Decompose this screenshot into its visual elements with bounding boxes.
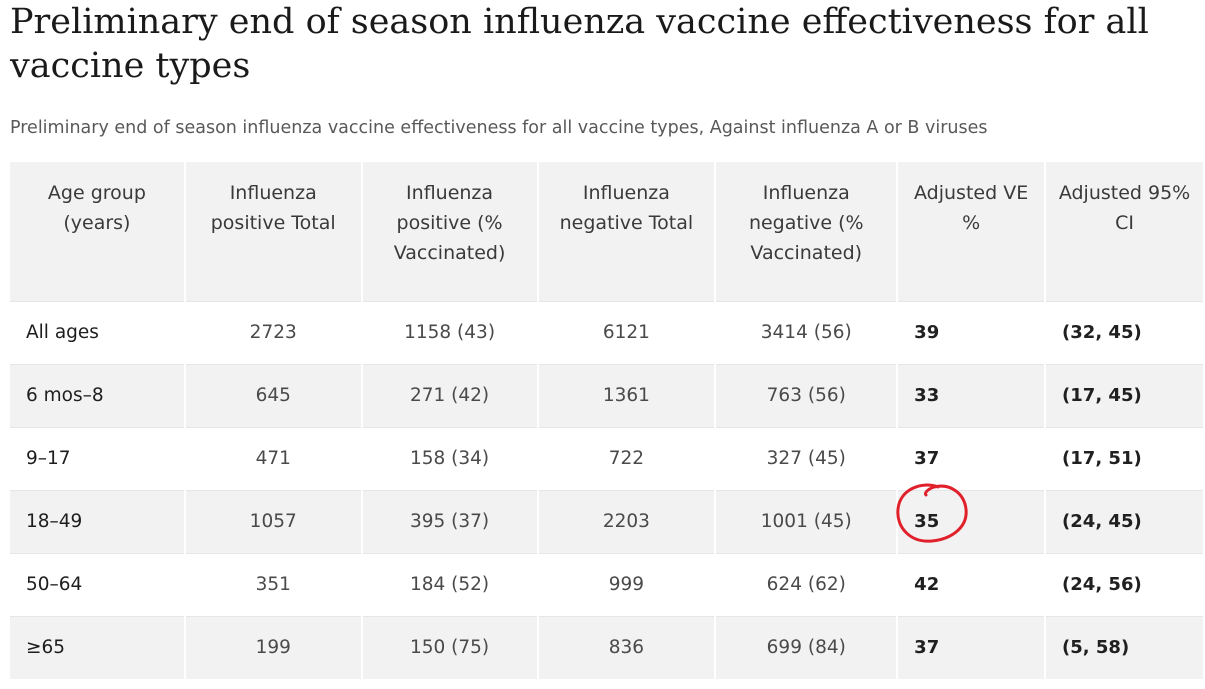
table-row: 18–49 1057 395 (37) 2203 1001 (45) 35 (2… [10,483,1205,553]
negative-total-cell: 836 [537,615,717,679]
negative-total-cell: 1361 [537,363,717,427]
adjusted-ve-cell: 33 [897,363,1047,427]
age-group-cell: 9–17 [10,426,186,490]
positive-vaccinated-cell: 271 (42) [361,363,539,427]
column-header: Adjusted VE % [897,162,1047,301]
table-caption: Preliminary end of season influenza vacc… [10,118,988,138]
negative-vaccinated-cell: 1001 (45) [715,489,899,553]
age-group-cell: 6 mos–8 [10,363,186,427]
adjusted-ve-cell-highlighted: 35 [896,483,1047,553]
column-header: Influenza negative Total [537,162,717,301]
age-group-cell: ≥65 [10,615,186,679]
positive-vaccinated-cell: 184 (52) [361,552,539,616]
positive-total-cell: 1057 [184,489,363,553]
adjusted-ci-cell: (17, 45) [1045,363,1205,427]
age-group-cell: All ages [10,300,186,364]
positive-total-cell: 2723 [184,300,363,364]
negative-total-cell: 2203 [537,489,717,553]
table-row: ≥65 199 150 (75) 836 699 (84) 37 (5, 58) [10,615,1205,679]
negative-vaccinated-cell: 327 (45) [715,426,899,490]
table-row: All ages 2723 1158 (43) 6121 3414 (56) 3… [10,300,1205,364]
negative-vaccinated-cell: 763 (56) [715,363,899,427]
adjusted-ci-cell: (32, 45) [1045,300,1205,364]
column-header: Age group (years) [10,162,186,301]
table-row: 50–64 351 184 (52) 999 624 (62) 42 (24, … [10,552,1205,616]
age-group-cell: 50–64 [10,552,186,616]
column-header: Adjusted 95% CI [1045,162,1205,301]
positive-total-cell: 199 [184,615,363,679]
adjusted-ci-cell: (5, 58) [1045,615,1205,679]
adjusted-ci-cell: (24, 56) [1045,552,1205,616]
positive-vaccinated-cell: 150 (75) [361,615,539,679]
age-group-cell: 18–49 [10,489,186,553]
negative-vaccinated-cell: 3414 (56) [715,300,899,364]
positive-vaccinated-cell: 395 (37) [361,489,539,553]
negative-total-cell: 6121 [537,300,717,364]
positive-vaccinated-cell: 158 (34) [361,426,539,490]
column-header: Influenza positive (% Vaccinated) [361,162,539,301]
negative-total-cell: 999 [537,552,717,616]
positive-total-cell: 351 [184,552,363,616]
highlighted-ve-value: 35 [896,483,968,543]
adjusted-ve-cell: 37 [897,615,1047,679]
positive-total-cell: 471 [184,426,363,490]
positive-vaccinated-cell: 1158 (43) [361,300,539,364]
table-row: 6 mos–8 645 271 (42) 1361 763 (56) 33 (1… [10,363,1205,427]
table-header-row: Age group (years) Influenza positive Tot… [10,162,1205,301]
negative-vaccinated-cell: 624 (62) [715,552,899,616]
table-row: 9–17 471 158 (34) 722 327 (45) 37 (17, 5… [10,426,1205,490]
column-header: Influenza negative (% Vaccinated) [715,162,899,301]
column-header: Influenza positive Total [184,162,363,301]
adjusted-ve-cell: 39 [897,300,1047,364]
adjusted-ci-cell: (24, 45) [1045,489,1205,553]
adjusted-ve-value: 35 [914,511,940,532]
adjusted-ci-cell: (17, 51) [1045,426,1205,490]
negative-vaccinated-cell: 699 (84) [715,615,899,679]
adjusted-ve-cell: 42 [897,552,1047,616]
page-title: Preliminary end of season influenza vacc… [10,2,1149,86]
vaccine-effectiveness-table: Age group (years) Influenza positive Tot… [10,162,1205,679]
adjusted-ve-cell: 37 [897,426,1047,490]
negative-total-cell: 722 [537,426,717,490]
positive-total-cell: 645 [184,363,363,427]
